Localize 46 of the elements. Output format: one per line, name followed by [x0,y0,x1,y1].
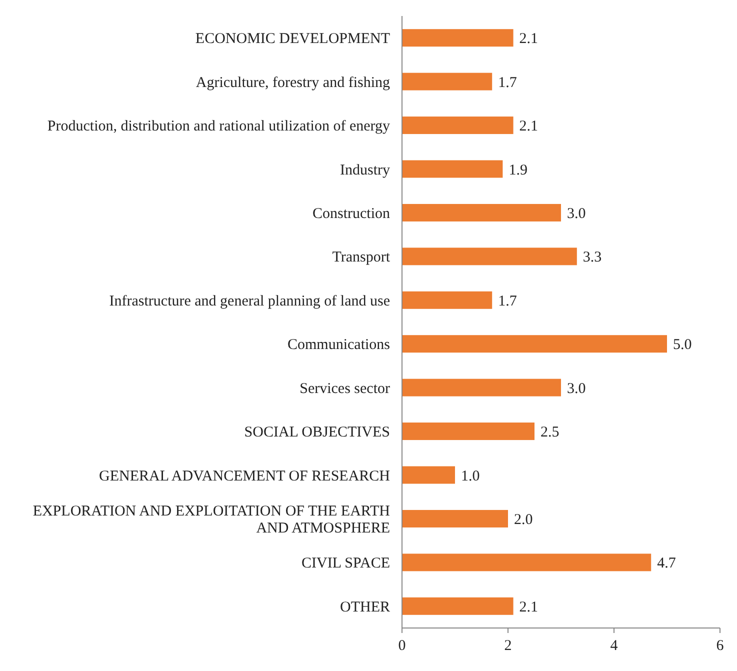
bar [402,291,492,309]
y-tick-label: GENERAL ADVANCEMENT OF RESEARCH [99,468,390,484]
y-tick-label: Services sector [300,380,390,397]
data-label: 3.0 [567,206,586,222]
data-label: 4.7 [657,556,676,572]
data-label: 5.0 [673,337,692,354]
y-tick-label: Agriculture, forestry and fishing [196,74,390,91]
x-tick-label: 6 [716,638,724,654]
x-tick-label: 2 [504,638,512,654]
y-tick-label: Communications [288,337,390,354]
y-tick-label: Construction [312,206,390,222]
data-label: 1.9 [508,162,528,178]
bar [402,597,514,615]
data-label: 2.1 [519,118,538,135]
y-tick-label: CIVIL SPACE [302,556,390,572]
y-tick-label: EXPLORATION AND EXPLOITATION OF THE EARTH AND ATMOSPHERE [32,503,390,536]
bar [402,160,503,178]
y-tick-label: Industry [340,162,390,178]
data-label: 2.1 [519,599,538,616]
y-tick-label: Production, distribution and rational utilization of energy [47,118,390,135]
bar [402,466,455,484]
y-tick-label: SOCIAL OBJECTIVES [244,424,390,441]
data-label: 3.3 [582,250,602,266]
y-tick-label: OTHER [340,599,390,616]
bar [402,554,652,572]
data-label: 1.0 [461,468,480,484]
bar [402,29,514,47]
x-tick-label: 0 [398,638,406,654]
data-label: 2.0 [514,512,533,528]
data-label: 1.7 [498,293,518,310]
bar [402,378,561,396]
bar [402,116,514,134]
x-tick-label: 4 [610,638,618,654]
y-tick-label: ECONOMIC DEVELOPMENT [195,31,390,48]
data-label: 1.7 [498,74,518,91]
y-tick-label: Transport [332,250,391,266]
bar [402,72,492,90]
bar [402,204,561,222]
bar [402,422,534,440]
data-label: 2.1 [519,31,538,48]
data-label: 3.0 [567,380,586,397]
bar [402,510,508,528]
data-label: 2.5 [540,424,560,441]
bar [402,248,577,266]
bar [402,335,667,353]
y-tick-label: Infrastructure and general planning of land use [109,293,390,310]
